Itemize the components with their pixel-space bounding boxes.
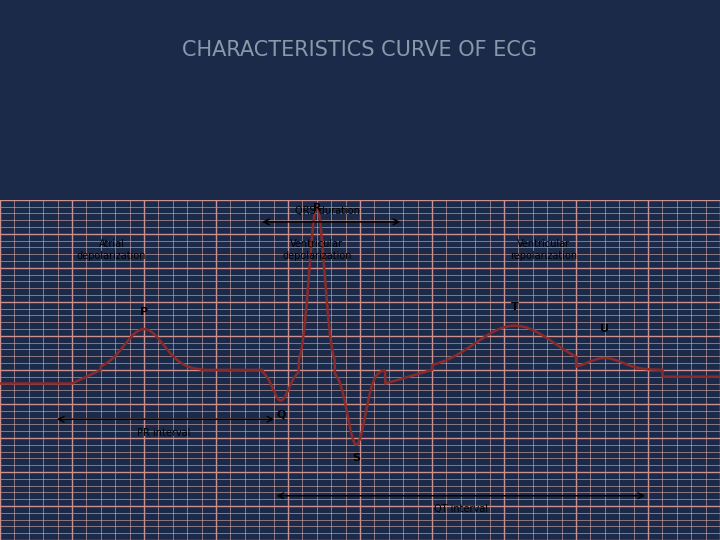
Text: T: T	[511, 302, 518, 312]
Text: Atrial
depolarization: Atrial depolarization	[77, 239, 146, 261]
Text: Ventricular
repolarization: Ventricular repolarization	[510, 239, 577, 261]
Text: U: U	[600, 324, 609, 334]
Text: CHARACTERISTICS CURVE OF ECG: CHARACTERISTICS CURVE OF ECG	[182, 40, 538, 60]
Text: QT interval: QT interval	[433, 504, 488, 514]
Text: QRS duration: QRS duration	[295, 206, 360, 216]
Text: R: R	[312, 203, 321, 213]
Text: Q: Q	[276, 409, 286, 419]
Text: Ventricular
depolarization: Ventricular depolarization	[282, 239, 351, 261]
Text: P: P	[140, 307, 148, 317]
Text: S: S	[352, 453, 361, 463]
Text: PR interval: PR interval	[138, 428, 191, 438]
